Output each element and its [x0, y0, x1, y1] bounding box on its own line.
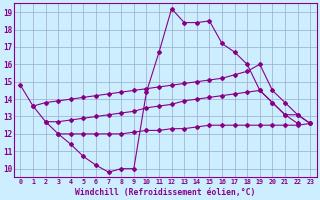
X-axis label: Windchill (Refroidissement éolien,°C): Windchill (Refroidissement éolien,°C) — [75, 188, 255, 197]
